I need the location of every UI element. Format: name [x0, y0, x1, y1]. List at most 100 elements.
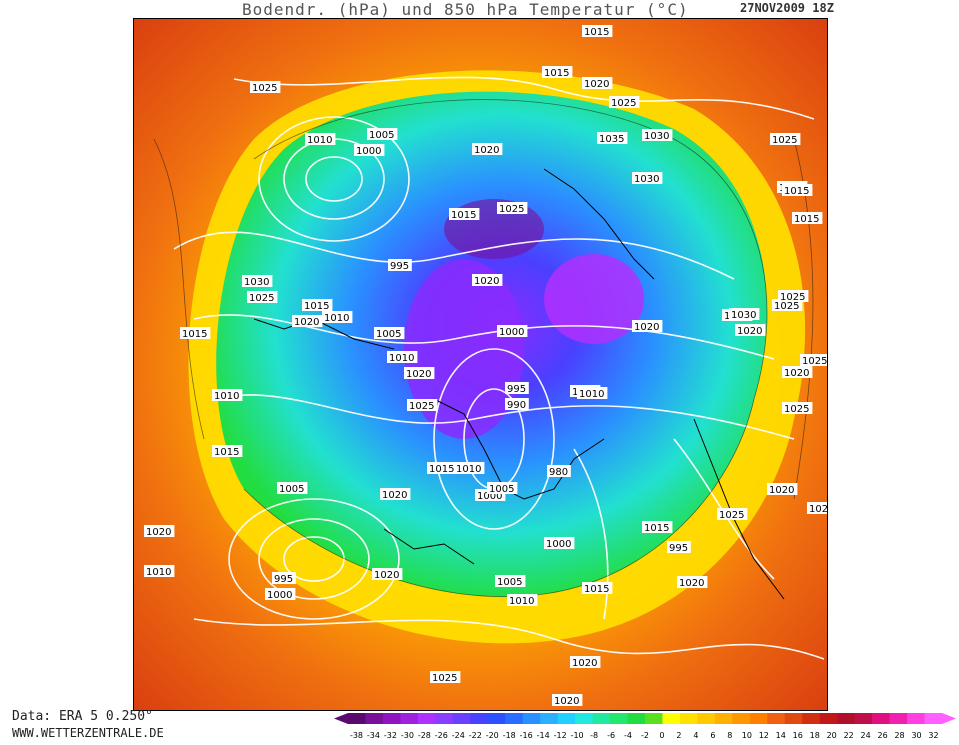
pressure-label: 1015	[304, 301, 329, 312]
legend-tick-label: 12	[759, 731, 769, 740]
pressure-label-box	[487, 482, 518, 494]
cold-core-west	[404, 259, 524, 439]
pressure-label-box	[427, 462, 458, 474]
pressure-label-box	[800, 354, 827, 366]
pressure-label: 1015	[784, 186, 809, 197]
pressure-label-box	[305, 133, 336, 145]
legend-color-swatch	[382, 713, 401, 724]
legend-arrow-left	[334, 713, 348, 724]
legend-color-swatch	[889, 713, 908, 724]
pressure-label-box	[778, 290, 809, 302]
legend-color-swatch	[610, 713, 629, 724]
legend-color-swatch	[907, 713, 926, 724]
legend-color-swatch	[679, 713, 698, 724]
pressure-label: 995	[669, 543, 688, 554]
pressure-label-box	[454, 462, 485, 474]
legend-tick-label: -18	[503, 731, 516, 740]
pressure-label-box	[144, 525, 175, 537]
legend-color-swatch	[802, 713, 821, 724]
legend-tick-label: 14	[776, 731, 786, 740]
pressure-label: 1020	[784, 368, 809, 379]
legend-tick-label: -34	[367, 731, 380, 740]
pressure-label-box	[597, 132, 628, 144]
legend-tick-label: 28	[894, 731, 904, 740]
pressure-label-box	[632, 172, 663, 184]
pressure-label: 1015	[584, 584, 609, 595]
legend-tick-label: -20	[486, 731, 499, 740]
legend-color-swatch	[365, 713, 384, 724]
pressure-label-box	[642, 521, 673, 533]
legend-tick-label: 8	[727, 731, 732, 740]
pressure-label-box	[782, 366, 813, 378]
pressure-label: 1010	[509, 596, 534, 607]
pressure-label-box	[582, 25, 613, 37]
legend-tick-label: -28	[418, 731, 431, 740]
pressure-label: 1020	[374, 570, 399, 581]
pressure-label: 1015	[644, 523, 669, 534]
legend-tick-label: -24	[452, 731, 465, 740]
legend-tick-label: -14	[537, 731, 550, 740]
legend-color-swatch	[400, 713, 419, 724]
pressure-label-box	[497, 325, 528, 337]
pressure-label-box	[582, 77, 613, 89]
legend-tick-label: -16	[520, 731, 533, 740]
legend-tick-label: 22	[844, 731, 854, 740]
legend-color-swatch	[522, 713, 541, 724]
pressure-label-box	[367, 128, 398, 140]
pressure-label: 1025	[252, 83, 277, 94]
legend-color-swatch	[732, 713, 751, 724]
pressure-label: 1000	[356, 146, 381, 157]
legend-tick-label: -6	[607, 731, 615, 740]
pressure-label: 1020	[809, 504, 827, 515]
legend-tick-label: -10	[571, 731, 584, 740]
legend-color-swatch	[645, 713, 663, 724]
pressure-label: 1015	[544, 68, 569, 79]
pressure-label-box	[792, 212, 823, 224]
pressure-label: 1010	[579, 389, 604, 400]
legend-tick-label: -32	[384, 731, 397, 740]
pressure-label: 1030	[644, 131, 669, 142]
legend-color-swatch	[540, 713, 559, 724]
legend-color-swatch	[470, 713, 489, 724]
legend-color-swatch	[452, 713, 471, 724]
pressure-label: 1015	[451, 210, 476, 221]
pressure-label-box	[404, 367, 435, 379]
pressure-label-box	[642, 129, 673, 141]
pressure-label-box	[729, 308, 760, 320]
legend-tick-label: -2	[641, 731, 649, 740]
pressure-label-box	[807, 502, 827, 514]
pressure-label-box	[265, 588, 296, 600]
pressure-label: 1020	[474, 276, 499, 287]
legend-tick-label: -26	[435, 731, 448, 740]
pressure-label: 995	[390, 261, 409, 272]
pressure-label: 1025	[774, 301, 799, 312]
legend-color-swatch	[697, 713, 716, 724]
pressure-label-box	[552, 694, 583, 706]
legend-tick-label: -12	[554, 731, 567, 740]
pressure-label: 1025	[772, 135, 797, 146]
pressure-label: 1015	[429, 464, 454, 475]
legend-color-swatch	[417, 713, 436, 724]
temperature-legend-bar: -38 -34 -32 -30 -28 -26 -24 -22 -20 -18 -16 -14 -12-…	[334, 713, 956, 740]
pressure-label-box	[767, 483, 798, 495]
pressure-label-box	[250, 81, 281, 93]
temperature-legend: -38 -34 -32 -30 -28 -26 -24 -22 -20 -18 -16 -14 -12-…	[334, 711, 958, 741]
legend-tick-label: 10	[742, 731, 752, 740]
legend-tick-label: 6	[710, 731, 715, 740]
pressure-label: 1020	[769, 485, 794, 496]
pressure-label: 1000	[546, 539, 571, 550]
legend-color-swatch	[784, 713, 803, 724]
data-source-credit: Data: ERA 5 0.250°	[12, 709, 153, 724]
pressure-label: 1005	[279, 484, 304, 495]
legend-color-swatch	[348, 713, 366, 724]
pressure-label: 1020	[474, 145, 499, 156]
pressure-label-box	[212, 445, 243, 457]
pressure-label-box	[302, 299, 333, 311]
pressure-label: 1025	[249, 293, 274, 304]
pressure-label-box	[212, 389, 243, 401]
pressure-label-box	[542, 66, 573, 78]
legend-arrow-right	[942, 713, 956, 724]
pressure-label-box	[505, 382, 529, 394]
pressure-label: 1020	[584, 79, 609, 90]
